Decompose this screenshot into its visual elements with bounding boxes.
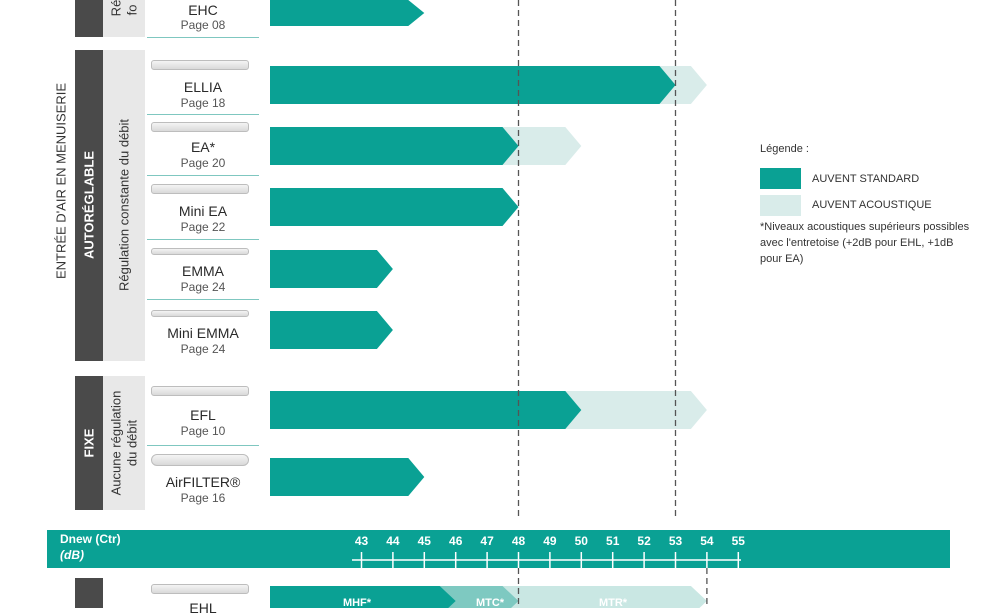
product-image (151, 122, 249, 132)
tick-label: 51 (606, 534, 620, 548)
product-image (151, 184, 249, 194)
tick-label: 55 (732, 534, 746, 548)
bar-standard (270, 311, 393, 349)
legend-note: *Niveaux acoustiques supérieurs possible… (760, 221, 970, 265)
bar-standard (270, 127, 519, 165)
product-name: EFL (190, 407, 216, 423)
product-image (151, 248, 249, 255)
subcategory-band-aucune (103, 376, 145, 510)
category-band-bottom (75, 578, 103, 608)
row-separator (147, 445, 259, 446)
product-image (151, 454, 249, 466)
legend-swatch-standard (760, 168, 801, 189)
bottom-segment-label: MHF* (343, 597, 372, 608)
tick-label: 44 (386, 534, 400, 548)
axis-label-1: Dnew (Ctr) (60, 532, 121, 546)
row-separator (147, 37, 259, 38)
product-page: Page 22 (180, 220, 226, 234)
product-name: Mini EMMA (167, 325, 239, 341)
row-separator (147, 175, 259, 176)
tick-label: 48 (512, 534, 526, 548)
tick-label: 53 (669, 534, 683, 548)
product-page: Page 20 (180, 156, 226, 170)
bar-standard (270, 250, 393, 288)
subcategory-band-regulation (103, 50, 145, 361)
product-page: Page 18 (180, 96, 226, 110)
bottom-segment-label: MTC* (476, 597, 505, 608)
product-page: Page 24 (180, 342, 226, 356)
product-image (151, 60, 249, 70)
product-page: Page 08 (180, 18, 226, 32)
product-image (151, 584, 249, 594)
bottom-segment-label: MTR* (599, 597, 628, 608)
tick-label: 52 (637, 534, 651, 548)
product-image (151, 386, 249, 396)
product-page: Page 10 (180, 424, 226, 438)
bar-standard (270, 0, 425, 26)
bar-standard (270, 66, 676, 104)
tick-label: 50 (575, 534, 589, 548)
tick-label: 49 (543, 534, 557, 548)
category-band-fixe (75, 376, 103, 510)
row-separator (147, 114, 259, 115)
product-name: Mini EA (178, 203, 228, 219)
legend-label-standard: AUVENT STANDARD (812, 173, 920, 185)
legend-label-acoustique: AUVENT ACOUSTIQUE (812, 199, 932, 211)
product-image (151, 310, 249, 317)
row-separator (147, 299, 259, 300)
product-name: EMMA (182, 263, 224, 279)
tick-label: 45 (418, 534, 432, 548)
tick-label: 54 (700, 534, 714, 548)
legend-title: Légende : (760, 143, 809, 155)
product-name: AirFILTER® (165, 474, 241, 490)
bar-standard (270, 391, 582, 429)
bar-ehl-segment (270, 586, 456, 608)
legend-swatch-acoustique (760, 195, 801, 216)
product-name: ELLIA (183, 79, 223, 95)
bar-standard (270, 188, 519, 226)
tick-label: 43 (355, 534, 369, 548)
tick-label: 46 (449, 534, 463, 548)
product-name: EA* (190, 139, 216, 155)
product-page: Page 16 (180, 491, 226, 505)
category-band-top (75, 0, 103, 37)
row-separator (147, 239, 259, 240)
axis-label-2: (dB) (60, 548, 84, 562)
category-band-autoreglable (75, 50, 103, 361)
product-name: EHC (188, 2, 218, 18)
product-page: Page 24 (180, 280, 226, 294)
axis-strip (47, 530, 950, 568)
bar-standard (270, 458, 425, 496)
tick-label: 47 (480, 534, 494, 548)
subcategory-band-top (103, 0, 145, 37)
